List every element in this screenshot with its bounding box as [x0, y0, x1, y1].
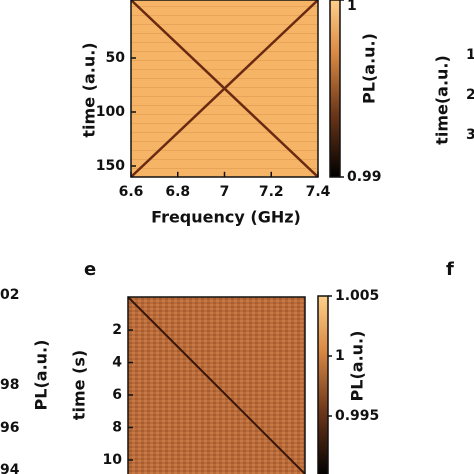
- y-tick-label: 2: [112, 322, 122, 338]
- y-tick-label: 8: [112, 420, 122, 436]
- colorbar-tick-label: 02: [0, 287, 19, 303]
- x-tick-label: 7: [220, 184, 230, 200]
- colorbar-tick-label: 1: [347, 0, 357, 14]
- y-tick-label: 1: [466, 47, 474, 63]
- x-axis-label: Frequency (GHz): [151, 208, 301, 227]
- y-tick-label: 150: [96, 158, 125, 174]
- colorbar-tick-label: 0.99: [347, 169, 382, 185]
- colorbar-tick-label: 96: [0, 420, 19, 436]
- y-tick-label: 10: [103, 452, 123, 468]
- x-tick-label: 6.6: [119, 184, 144, 200]
- y-axis-label: time(a.u.): [433, 55, 452, 145]
- y-tick-label: 2: [466, 87, 474, 103]
- x-tick-label: 6.8: [165, 184, 190, 200]
- colorbar-tick-label: 98: [0, 377, 19, 393]
- colorbar-tick-label: 1: [335, 348, 345, 364]
- y-tick-label: 4: [112, 355, 122, 371]
- trace: [130, 0, 319, 178]
- y-tick-label: 50: [106, 50, 126, 66]
- y-axis-label: time (a.u.): [80, 42, 99, 137]
- colorbar-tick-label: 0.995: [335, 408, 379, 424]
- x-tick-label: 7.2: [259, 184, 284, 200]
- y-tick-label: 3: [466, 127, 474, 143]
- colorbar-tick-label: 94: [0, 462, 20, 474]
- axes-frame: [127, 296, 306, 474]
- panel-label: f: [446, 259, 454, 280]
- y-tick-label: 100: [96, 104, 125, 120]
- axes-frame: [130, 0, 319, 178]
- colorbar: [329, 0, 341, 178]
- trace: [127, 296, 306, 474]
- colorbar-label: PL(a.u.): [360, 33, 379, 104]
- y-axis-label: time (s): [70, 350, 89, 420]
- y-tick-label: 6: [112, 387, 122, 403]
- x-tick-label: 7.4: [306, 184, 331, 200]
- colorbar-tick-label: 1.005: [335, 288, 379, 304]
- colorbar: [317, 295, 329, 474]
- colorbar-label: PL(a.u.): [32, 340, 51, 411]
- panel-label: e: [84, 259, 96, 280]
- colorbar-label: PL(a.u.): [348, 331, 367, 402]
